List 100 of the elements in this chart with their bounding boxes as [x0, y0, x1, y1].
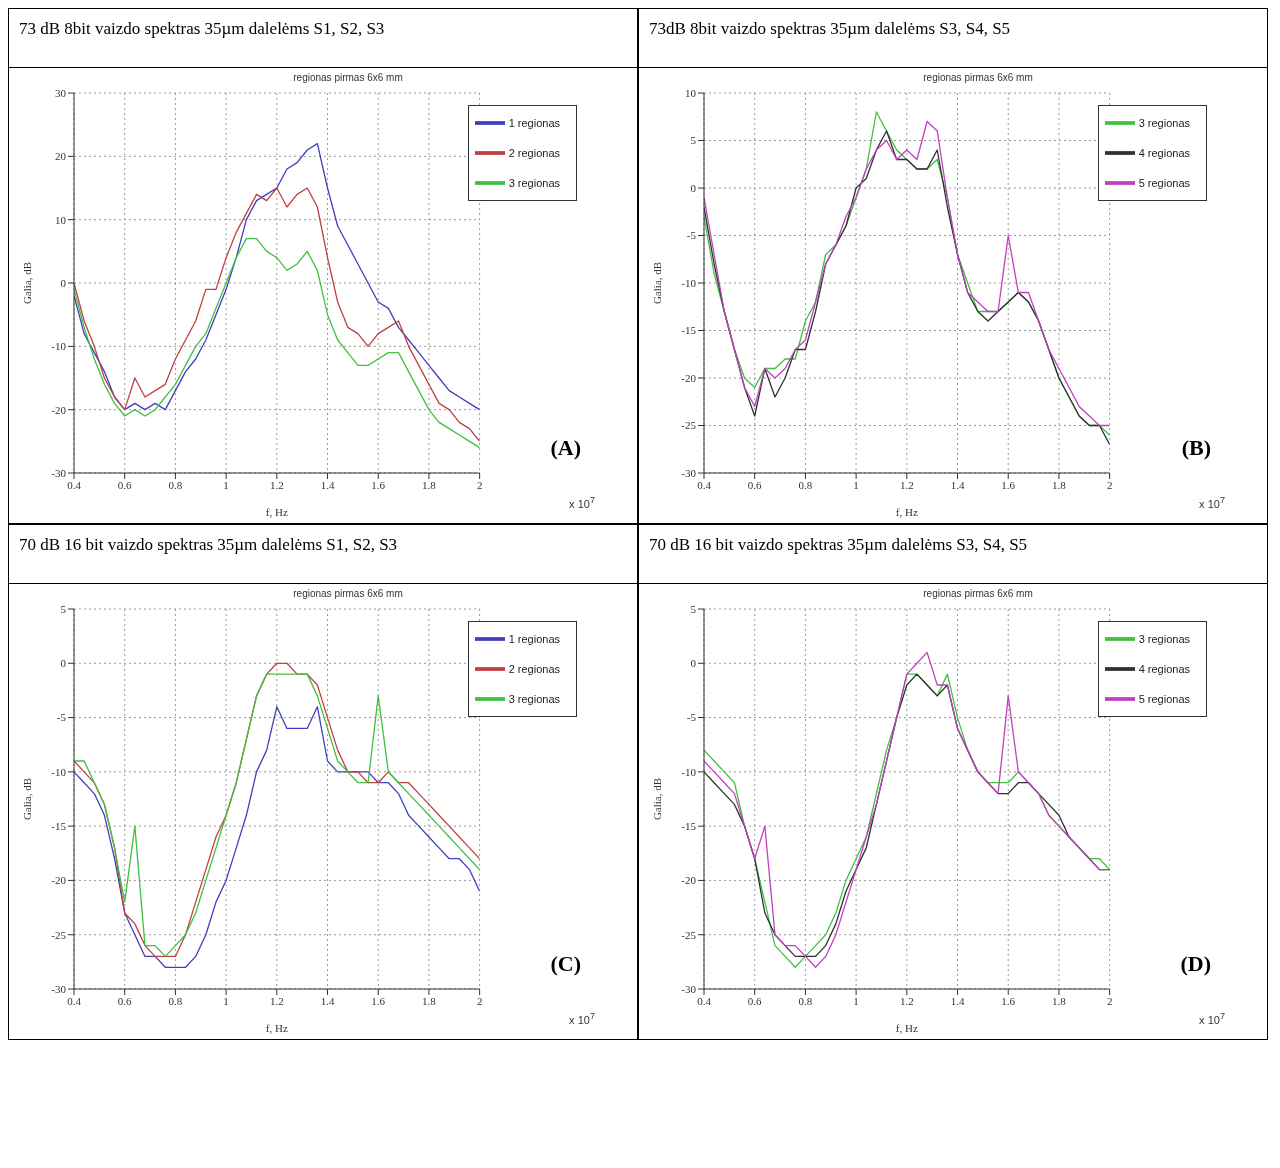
- legend-label: 5 regionas: [1138, 176, 1190, 189]
- text: (C): [550, 951, 581, 977]
- legend-label: 3 regionas: [508, 692, 560, 705]
- y-tick-label: 5: [60, 602, 67, 615]
- x-tick-label: 2: [1106, 994, 1113, 1007]
- y-tick-label: -20: [681, 874, 697, 887]
- x-tick-label: 1.6: [371, 994, 386, 1007]
- chart-subtitle: regionas pirmas 6x6 mm: [922, 72, 1034, 83]
- chart-title: 73 dB 8bit vaizdo spektras 35µm dalelėms S1, S2, S3: [9, 9, 637, 68]
- y-tick-label: -30: [681, 982, 697, 995]
- x-tick-label: 0.8: [168, 994, 183, 1007]
- y-tick-label: 10: [685, 86, 697, 99]
- y-tick-label: -20: [51, 874, 67, 887]
- y-tick-label: 5: [690, 134, 697, 147]
- x-tick-label: 1.4: [950, 478, 965, 491]
- chart-title: 70 dB 16 bit vaizdo spektras 35µm dalelėms S3, S4, S5: [639, 525, 1267, 584]
- legend-label: 3 regionas: [1138, 632, 1190, 645]
- x-tick-label: 1.2: [899, 994, 914, 1007]
- y-tick-label: -15: [51, 820, 67, 833]
- x-tick-label: 0.4: [697, 478, 712, 491]
- y-tick-label: -20: [51, 403, 67, 416]
- y-tick-label: -10: [51, 340, 67, 353]
- x-tick-label: 1: [223, 994, 229, 1007]
- x-tick-label: 0.8: [798, 994, 813, 1007]
- x-tick-label: 1.2: [269, 994, 284, 1007]
- legend-label: 3 regionas: [508, 176, 560, 189]
- x-tick-label: 1.2: [899, 478, 914, 491]
- x-tick-label: 2: [1106, 478, 1113, 491]
- chart-title: 70 dB 16 bit vaizdo spektras 35µm dalelėms S1, S2, S3: [9, 525, 637, 584]
- legend-label: 4 regionas: [1138, 146, 1190, 159]
- x-tick-label: 1.6: [1001, 994, 1016, 1007]
- legend-label: 5 regionas: [1138, 692, 1190, 705]
- x-tick-label: 0.4: [67, 478, 82, 491]
- y-tick-label: 10: [55, 213, 67, 226]
- y-tick-label: 0: [690, 657, 697, 670]
- y-tick-label: -30: [51, 466, 67, 479]
- y-axis-title: Galia, dB: [20, 777, 33, 821]
- x-tick-label: 1: [223, 478, 229, 491]
- x-tick-label: 0.6: [117, 478, 133, 491]
- x-tick-label: 1: [853, 478, 859, 491]
- x-tick-label: 1.8: [422, 478, 437, 491]
- y-tick-label: -10: [681, 276, 697, 289]
- x-tick-label: 1.4: [320, 478, 335, 491]
- text: x 10$^{7}$: [569, 1011, 595, 1026]
- x-axis-title: f, Hz: [895, 1022, 918, 1034]
- x-tick-label: 0.6: [747, 478, 763, 491]
- x-tick-label: 0.8: [798, 478, 813, 491]
- text: (A): [550, 435, 581, 461]
- chart-subtitle: regionas pirmas 6x6 mm: [922, 588, 1034, 599]
- x-tick-label: 1.8: [1052, 478, 1067, 491]
- legend-label: 1 regionas: [508, 632, 560, 645]
- x-tick-label: 2: [476, 994, 483, 1007]
- legend-label: 2 regionas: [508, 146, 560, 159]
- text: (D): [1180, 951, 1211, 977]
- x-tick-label: 0.6: [747, 994, 763, 1007]
- x-tick-label: 1: [853, 994, 859, 1007]
- x-axis-title: f, Hz: [265, 506, 288, 518]
- y-tick-label: -20: [681, 371, 697, 384]
- x-tick-label: 1.8: [1052, 994, 1067, 1007]
- legend-label: 3 regionas: [1138, 116, 1190, 129]
- y-axis-title: Galia, dB: [650, 777, 663, 821]
- x-tick-label: 0.4: [67, 994, 82, 1007]
- y-tick-label: -25: [51, 928, 67, 941]
- x-tick-label: 1.4: [320, 994, 335, 1007]
- y-tick-label: 0: [60, 657, 67, 670]
- y-tick-label: 0: [60, 276, 67, 289]
- y-tick-label: -15: [681, 820, 697, 833]
- x-tick-label: 0.6: [117, 994, 133, 1007]
- y-tick-label: -5: [686, 229, 697, 242]
- chart-title: 73dB 8bit vaizdo spektras 35µm dalelėms S3, S4, S5: [639, 9, 1267, 68]
- text: (B): [1181, 435, 1211, 461]
- x-axis-title: f, Hz: [265, 1022, 288, 1034]
- x-tick-label: 1.2: [269, 478, 284, 491]
- y-tick-label: -10: [51, 765, 67, 778]
- y-tick-label: 5: [690, 602, 697, 615]
- x-tick-label: 1.4: [950, 994, 965, 1007]
- x-tick-label: 0.4: [697, 994, 712, 1007]
- x-tick-label: 1.6: [371, 478, 386, 491]
- x-tick-label: 1.6: [1001, 478, 1016, 491]
- text: x 10$^{7}$: [569, 495, 595, 510]
- y-tick-label: -5: [686, 711, 697, 724]
- text: x 10$^{7}$: [1199, 1011, 1225, 1026]
- y-tick-label: -5: [56, 711, 67, 724]
- x-axis-title: f, Hz: [895, 506, 918, 518]
- y-tick-label: -15: [681, 324, 697, 337]
- chart-subtitle: regionas pirmas 6x6 mm: [292, 588, 404, 599]
- legend-label: 4 regionas: [1138, 662, 1190, 675]
- x-tick-label: 0.8: [168, 478, 183, 491]
- y-tick-label: -30: [681, 466, 697, 479]
- y-tick-label: 0: [690, 181, 697, 194]
- text: x 10$^{7}$: [1199, 495, 1225, 510]
- y-tick-label: -25: [681, 419, 697, 432]
- legend-label: 2 regionas: [508, 662, 560, 675]
- y-tick-label: 30: [55, 86, 67, 99]
- y-tick-label: -30: [51, 982, 67, 995]
- y-tick-label: -10: [681, 765, 697, 778]
- y-tick-label: 20: [55, 150, 67, 163]
- legend-label: 1 regionas: [508, 116, 560, 129]
- y-axis-title: Galia, dB: [650, 261, 663, 305]
- x-tick-label: 1.8: [422, 994, 437, 1007]
